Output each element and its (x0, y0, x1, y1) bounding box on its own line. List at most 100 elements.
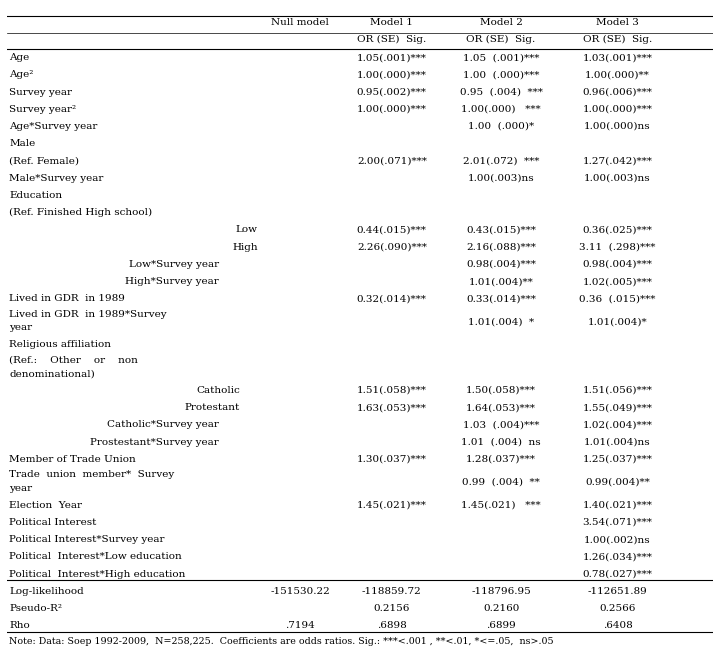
Text: Age*Survey year: Age*Survey year (9, 122, 98, 131)
Text: 1.55(.049)***: 1.55(.049)*** (582, 403, 652, 412)
Text: 1.00(.000)***: 1.00(.000)*** (357, 105, 427, 113)
Text: Catholic: Catholic (197, 386, 240, 395)
Text: (Ref.:    Other    or    non: (Ref.: Other or non (9, 356, 138, 365)
Text: Political  Interest*Low education: Political Interest*Low education (9, 552, 182, 562)
Text: Survey year²: Survey year² (9, 105, 76, 113)
Text: 1.03(.001)***: 1.03(.001)*** (582, 53, 652, 62)
Text: High*Survey year: High*Survey year (125, 277, 219, 286)
Text: Model 3: Model 3 (596, 18, 639, 27)
Text: Male*Survey year: Male*Survey year (9, 174, 104, 182)
Text: 0.36(.025)***: 0.36(.025)*** (582, 226, 652, 234)
Text: 1.63(.053)***: 1.63(.053)*** (357, 403, 427, 412)
Text: 0.96(.006)***: 0.96(.006)*** (582, 87, 652, 96)
Text: OR (SE)  Sig.: OR (SE) Sig. (357, 35, 426, 44)
Text: 1.28(.037)***: 1.28(.037)*** (466, 455, 536, 464)
Text: 1.00(.000)   ***: 1.00(.000) *** (462, 105, 541, 113)
Text: 1.02(.004)***: 1.02(.004)*** (582, 420, 652, 430)
Text: Pseudo-R²: Pseudo-R² (9, 604, 63, 613)
Text: Age²: Age² (9, 70, 34, 79)
Text: .6899: .6899 (486, 621, 516, 630)
Text: 0.99(.004)**: 0.99(.004)** (585, 478, 650, 487)
Text: 1.05  (.001)***: 1.05 (.001)*** (463, 53, 539, 62)
Text: 1.01(.004)  *: 1.01(.004) * (468, 318, 534, 326)
Text: OR (SE)  Sig.: OR (SE) Sig. (583, 35, 652, 44)
Text: 1.01(.004)*: 1.01(.004)* (588, 318, 647, 326)
Text: 1.51(.056)***: 1.51(.056)*** (582, 386, 652, 395)
Text: -118859.72: -118859.72 (362, 587, 422, 596)
Text: 2.00(.071)***: 2.00(.071)*** (357, 156, 427, 165)
Text: 0.43(.015)***: 0.43(.015)*** (466, 226, 536, 234)
Text: 0.2156: 0.2156 (374, 604, 410, 613)
Text: 2.16(.088)***: 2.16(.088)*** (466, 243, 536, 251)
Text: Political Interest*Survey year: Political Interest*Survey year (9, 535, 165, 544)
Text: -112651.89: -112651.89 (588, 587, 647, 596)
Text: Lived in GDR  in 1989: Lived in GDR in 1989 (9, 295, 125, 303)
Text: Model 1: Model 1 (370, 18, 413, 27)
Text: Log-likelihood: Log-likelihood (9, 587, 84, 596)
Text: 1.02(.005)***: 1.02(.005)*** (582, 277, 652, 286)
Text: High: High (232, 243, 258, 251)
Text: 1.00(.000)***: 1.00(.000)*** (582, 105, 652, 113)
Text: OR (SE)  Sig.: OR (SE) Sig. (467, 35, 536, 44)
Text: Survey year: Survey year (9, 87, 72, 96)
Text: denominational): denominational) (9, 369, 95, 379)
Text: 0.99  (.004)  **: 0.99 (.004) ** (462, 478, 540, 487)
Text: 0.36  (.015)***: 0.36 (.015)*** (580, 295, 656, 303)
Text: (Ref. Female): (Ref. Female) (9, 156, 79, 165)
Text: 1.00  (.000)***: 1.00 (.000)*** (463, 70, 539, 79)
Text: Note: Data: Soep 1992-2009,  N=258,225.  Coefficients are odds ratios. Sig.: ***: Note: Data: Soep 1992-2009, N=258,225. C… (9, 637, 554, 646)
Text: 1.00  (.000)*: 1.00 (.000)* (468, 122, 534, 131)
Text: Prostestant*Survey year: Prostestant*Survey year (90, 438, 219, 447)
Text: 0.98(.004)***: 0.98(.004)*** (466, 260, 536, 269)
Text: 2.26(.090)***: 2.26(.090)*** (357, 243, 427, 251)
Text: 1.50(.058)***: 1.50(.058)*** (466, 386, 536, 395)
Text: 0.78(.027)***: 0.78(.027)*** (582, 569, 652, 579)
Text: 0.44(.015)***: 0.44(.015)*** (357, 226, 427, 234)
Text: Male: Male (9, 139, 35, 148)
Text: 1.00(.003)ns: 1.00(.003)ns (468, 174, 534, 182)
Text: 1.45(.021)***: 1.45(.021)*** (357, 501, 427, 510)
Text: Political Interest: Political Interest (9, 518, 96, 527)
Text: year: year (9, 484, 32, 493)
Text: 1.05(.001)***: 1.05(.001)*** (357, 53, 427, 62)
Text: 1.00(.000)***: 1.00(.000)*** (357, 70, 427, 79)
Text: .6408: .6408 (603, 621, 632, 630)
Text: Protestant: Protestant (185, 403, 240, 412)
Text: 1.45(.021)   ***: 1.45(.021) *** (462, 501, 541, 510)
Text: (Ref. Finished High school): (Ref. Finished High school) (9, 208, 153, 217)
Text: 1.03  (.004)***: 1.03 (.004)*** (463, 420, 539, 430)
Text: 1.25(.037)***: 1.25(.037)*** (582, 455, 652, 464)
Text: 1.51(.058)***: 1.51(.058)*** (357, 386, 427, 395)
Text: -118796.95: -118796.95 (472, 587, 531, 596)
Text: 3.11  (.298)***: 3.11 (.298)*** (580, 243, 656, 251)
Text: 0.33(.014)***: 0.33(.014)*** (466, 295, 536, 303)
Text: 1.01  (.004)  ns: 1.01 (.004) ns (462, 438, 541, 447)
Text: 1.64(.053)***: 1.64(.053)*** (466, 403, 536, 412)
Text: 0.32(.014)***: 0.32(.014)*** (357, 295, 427, 303)
Text: Low: Low (235, 226, 258, 234)
Text: Rho: Rho (9, 621, 30, 630)
Text: 1.00(.002)ns: 1.00(.002)ns (584, 535, 651, 544)
Text: 0.2566: 0.2566 (599, 604, 636, 613)
Text: Model 2: Model 2 (480, 18, 523, 27)
Text: Age: Age (9, 53, 30, 62)
Text: 0.2160: 0.2160 (483, 604, 519, 613)
Text: Trade  union  member*  Survey: Trade union member* Survey (9, 470, 174, 480)
Text: year: year (9, 323, 32, 333)
Text: 1.00(.000)**: 1.00(.000)** (585, 70, 650, 79)
Text: Member of Trade Union: Member of Trade Union (9, 455, 136, 464)
Text: .6898: .6898 (377, 621, 407, 630)
Text: Null model: Null model (271, 18, 329, 27)
Text: Religious affiliation: Religious affiliation (9, 340, 112, 349)
Text: 1.27(.042)***: 1.27(.042)*** (582, 156, 652, 165)
Text: 0.98(.004)***: 0.98(.004)*** (582, 260, 652, 269)
Text: 1.30(.037)***: 1.30(.037)*** (357, 455, 427, 464)
Text: 3.54(.071)***: 3.54(.071)*** (582, 518, 652, 527)
Text: 0.95(.002)***: 0.95(.002)*** (357, 87, 427, 96)
Text: 0.95  (.004)  ***: 0.95 (.004) *** (459, 87, 543, 96)
Text: Lived in GDR  in 1989*Survey: Lived in GDR in 1989*Survey (9, 310, 167, 319)
Text: Catholic*Survey year: Catholic*Survey year (107, 420, 219, 430)
Text: 1.26(.034)***: 1.26(.034)*** (582, 552, 652, 562)
Text: 1.40(.021)***: 1.40(.021)*** (582, 501, 652, 510)
Text: 2.01(.072)  ***: 2.01(.072) *** (463, 156, 539, 165)
